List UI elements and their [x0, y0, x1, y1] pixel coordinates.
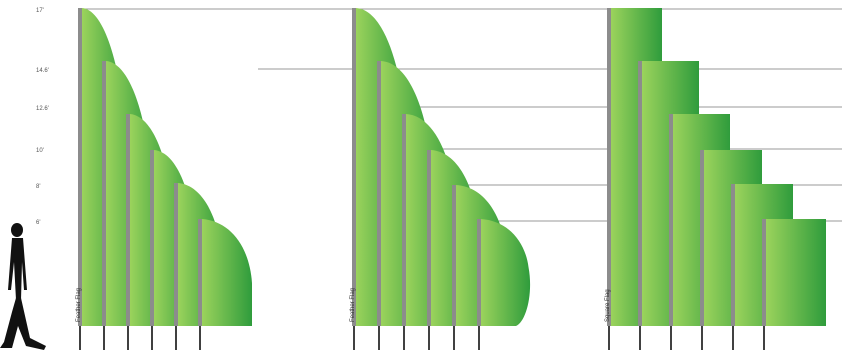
height-labels: 17' 14.6' 12.6' 10' 8' 6'	[36, 8, 49, 226]
person-torso	[8, 238, 27, 300]
flag-pole	[669, 114, 673, 326]
height-label: 17'	[36, 8, 44, 14]
flag-pole	[731, 184, 735, 326]
flag-pole	[700, 150, 704, 326]
flag-pole	[174, 183, 178, 326]
flag-pole	[352, 8, 356, 326]
flag-pole	[452, 185, 456, 326]
height-label: 14.6'	[36, 68, 49, 74]
flag-pole	[477, 219, 481, 326]
flag-teardrop	[481, 219, 531, 326]
flag-pole	[102, 61, 106, 326]
flag-group: Feather Flag	[350, 8, 531, 350]
flag-pole	[198, 219, 202, 326]
flag-pole	[402, 114, 406, 326]
height-label: 6'	[36, 220, 40, 226]
person-silhouette-icon	[0, 223, 46, 350]
flag-groups: Feather Flag Feather Flag Square Flag	[76, 8, 826, 350]
person-legs	[0, 298, 46, 350]
flag-group: Feather Flag	[76, 8, 252, 350]
height-label: 12.6'	[36, 106, 49, 112]
flag-pole	[607, 8, 611, 326]
flag-pole	[638, 61, 642, 326]
flag-pole	[150, 150, 154, 326]
flag-type-label: Square Flag	[605, 289, 611, 322]
height-label: 8'	[36, 184, 40, 190]
flag-pole	[78, 8, 82, 326]
flag-pole	[427, 150, 431, 326]
flag-pole	[377, 61, 381, 326]
flag-pole	[762, 219, 766, 326]
flag-pole	[126, 114, 130, 326]
person-head	[11, 223, 23, 237]
flag-square	[766, 219, 826, 326]
height-label: 10'	[36, 148, 44, 154]
flag-feather	[202, 219, 252, 326]
flag-group: Square Flag	[605, 8, 826, 350]
flag-type-label: Feather Flag	[350, 288, 356, 322]
flag-type-label: Feather Flag	[76, 288, 82, 322]
